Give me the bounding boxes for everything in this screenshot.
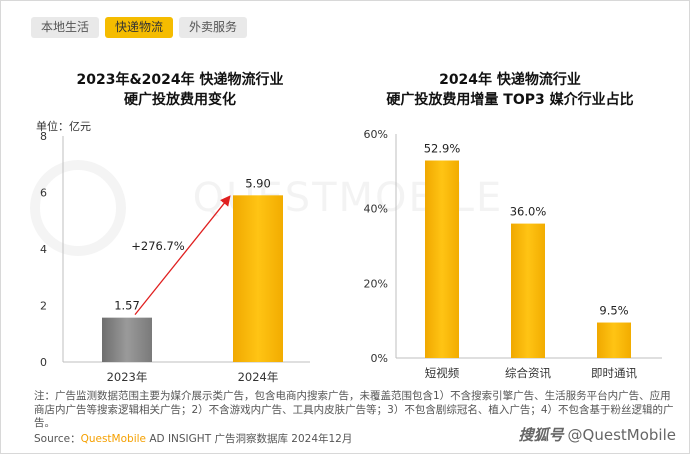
- footnote: 注：广告监测数据范围主要为媒介展示类广告，包含电商内搜索广告，未覆盖范围包含1）…: [34, 390, 674, 429]
- left-x-tick-label: 2024年: [238, 370, 279, 384]
- right-chart: 0% 20% 40% 60% 52.9% 短视频 36.0% 综合资讯 9.5% 即时通讯: [364, 128, 662, 380]
- source-prefix: Source：: [34, 433, 81, 445]
- brand-mark: 搜狐号 @QuestMobile: [519, 424, 676, 445]
- right-y-tick-label: 20%: [364, 277, 388, 290]
- brand-handle: @QuestMobile: [567, 426, 676, 444]
- left-y-tick-label: 4: [40, 243, 47, 256]
- right-bar-value-label: 52.9%: [424, 142, 461, 156]
- left-chart: 0 2 4 6 8 1.57 2023年 5.90 2024年 +276.7%: [40, 130, 310, 384]
- tab-food-delivery[interactable]: 外卖服务: [179, 17, 248, 38]
- source-line: Source：QuestMobile AD INSIGHT 广告洞察数据库 20…: [34, 431, 352, 446]
- left-y-tick-label: 2: [40, 300, 47, 313]
- right-bar: [511, 223, 545, 358]
- right-x-tick-label: 短视频: [425, 366, 460, 380]
- left-y-tick-label: 6: [40, 187, 47, 200]
- left-chart-unit-label: 单位：亿元: [36, 120, 91, 133]
- right-chart-title: 2024年 快递物流行业 硬广投放费用增量 TOP3 媒介行业占比: [345, 70, 675, 110]
- right-bar: [597, 322, 631, 358]
- right-chart-title-line2: 硬广投放费用增量 TOP3 媒介行业占比: [386, 92, 634, 108]
- right-bar-value-label: 9.5%: [599, 304, 628, 318]
- left-bar-value-label: 1.57: [114, 299, 140, 313]
- right-y-tick-label: 60%: [364, 128, 388, 141]
- right-x-tick-label: 即时通讯: [591, 366, 637, 380]
- source-rest: AD INSIGHT 广告洞察数据库 2024年12月: [146, 433, 353, 445]
- left-y-tick-label: 0: [40, 356, 47, 369]
- left-bar: [102, 317, 152, 362]
- right-bar-value-label: 36.0%: [510, 205, 547, 219]
- right-y-tick-label: 40%: [364, 203, 388, 216]
- left-chart-title: 2023年&2024年 快递物流行业 硬广投放费用变化: [50, 70, 310, 110]
- right-x-tick-label: 综合资讯: [505, 366, 551, 380]
- tab-express-logistics[interactable]: 快递物流: [105, 17, 174, 38]
- tab-bar: 本地生活 快递物流 外卖服务: [31, 17, 248, 38]
- left-x-tick-label: 2023年: [107, 370, 148, 384]
- left-y-tick-label: 8: [40, 130, 47, 143]
- left-bar-value-label: 5.90: [245, 176, 271, 190]
- source-brand: QuestMobile: [80, 433, 146, 445]
- left-bar: [233, 195, 283, 362]
- watermark-logo-icon: [30, 160, 126, 256]
- left-chart-title-line1: 2023年&2024年 快递物流行业: [76, 72, 284, 88]
- right-chart-title-line1: 2024年 快递物流行业: [439, 72, 581, 88]
- growth-arrow: [134, 195, 231, 316]
- tab-local-life[interactable]: 本地生活: [31, 17, 100, 38]
- sohu-logo: 搜狐号: [518, 426, 564, 444]
- right-bar: [425, 160, 459, 358]
- growth-annotation: +276.7%: [131, 239, 185, 253]
- left-chart-title-line2: 硬广投放费用变化: [124, 92, 236, 108]
- right-y-tick-label: 0%: [371, 352, 388, 365]
